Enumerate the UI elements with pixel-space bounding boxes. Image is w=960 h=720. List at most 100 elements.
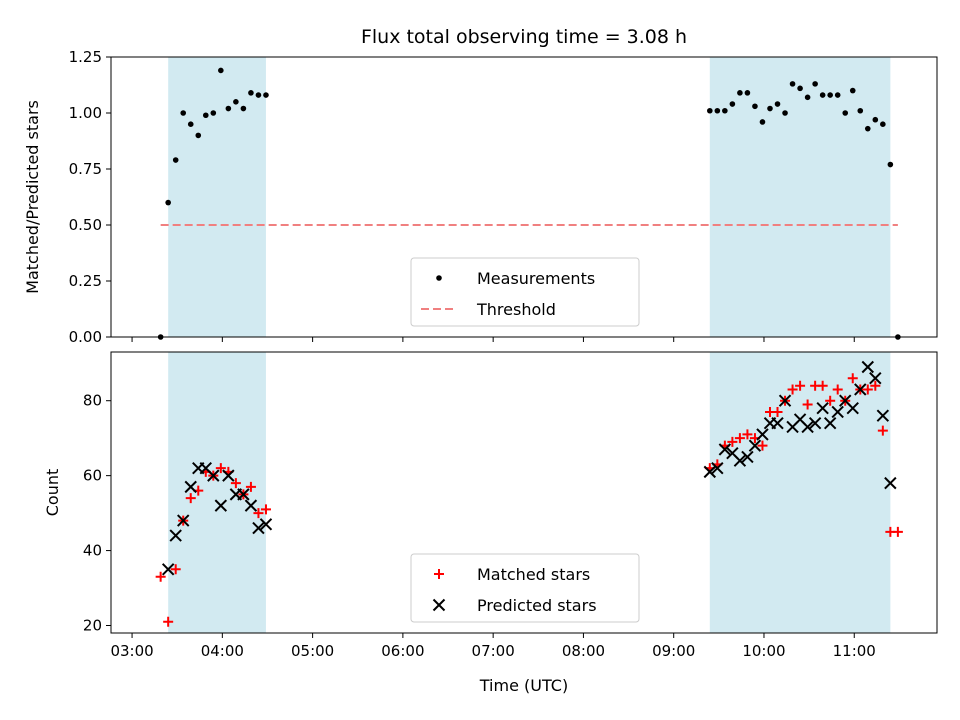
predicted-star-point [244,499,258,512]
y-tick-label: 80 [83,392,102,410]
predicted-star-point [861,360,874,374]
y-tick-label: 0.75 [69,160,102,178]
measurement-point [849,87,856,94]
measurement-point [233,99,239,105]
predicted-star-point [876,409,890,422]
predicted-star-point [831,405,844,419]
y-axis-label: Count [43,469,62,517]
matched-star-point [825,395,836,406]
measurement-point [225,105,232,112]
matched-star-point [817,380,828,391]
plot-frame [110,351,938,634]
matched-star-point [757,440,768,451]
matched-star-point [832,384,843,395]
shaded-window [709,352,891,633]
observing-windows [168,352,891,633]
y-tick-label: 1.25 [69,48,102,66]
y-tick-label: 0.00 [69,328,102,346]
predicted-star-point [869,372,882,385]
measurement-point [804,94,811,101]
x-tick-label: 04:00 [201,642,244,660]
y-axis-label: Matched/Predicted stars [23,100,42,294]
predicted-star-point [259,518,273,531]
legend-dot-marker [436,275,442,281]
measurement-point [729,101,736,107]
predicted-star-point [771,416,784,430]
legend: Measurements Threshold [410,257,640,327]
plot-frame [110,56,938,338]
predicted-star-point [214,499,228,512]
predicted-star-point [222,469,235,482]
measurement-point [767,105,773,112]
predicted-star-point [884,476,897,490]
measurement-point [857,107,864,114]
matched-star-point [253,508,264,519]
x-tick-label: 06:00 [381,642,424,660]
predicted-star-point [801,420,814,434]
predicted-star-point [177,514,190,527]
matched-star-point [230,478,241,489]
y-tick-label: 0.25 [69,272,102,290]
y-axis: 20 40 60 80 [83,392,111,635]
legend-label: Measurements [477,269,595,288]
measurement-point [165,199,171,206]
measurement-point [737,90,743,96]
legend: Matched stars Predicted stars [410,553,640,623]
measurement-point [218,67,224,74]
measurement-point [819,92,826,98]
measurement-point [744,90,751,96]
predicted-star-point [161,563,175,576]
y-tick-label: 40 [83,542,102,560]
matched-star-point [245,481,256,492]
matched-star-point [185,493,196,504]
measurement-point [187,121,194,127]
x-tick-label: 03:00 [110,642,153,660]
predicted-star-point [748,439,762,452]
predicted-star-point [741,450,754,464]
legend-box [410,553,640,623]
measurement-point [842,110,849,116]
predicted-star-point [756,428,769,441]
measurement-point [714,107,721,114]
shaded-window [168,57,266,337]
legend-label: Predicted stars [477,596,597,615]
legend-label: Matched stars [477,565,590,584]
x-tick-label: 05:00 [291,642,334,660]
y-tick-label: 20 [83,617,102,635]
matched-star-point [260,504,271,515]
x-tick-label: 07:00 [472,642,515,660]
ratio-panel: 0.00 0.25 0.50 0.75 1.00 1.25 Matched/Predict… [23,48,938,346]
predicted-star-point [823,416,837,430]
observing-windows [168,57,891,337]
matched-star-point [802,399,813,410]
measurement-point [263,92,269,98]
matched-star-point [734,433,745,444]
measurement-point [887,161,894,168]
legend-plus-marker [434,569,444,579]
data-marks [157,67,901,340]
x-tick-label: 08:00 [562,642,605,660]
predicted-star-point [808,416,822,430]
x-tick-label: 09:00 [652,642,695,660]
matched-star-point [847,373,858,384]
legend-label: Threshold [476,300,556,319]
measurement-point [255,92,262,98]
shaded-window [168,352,266,633]
measurement-point [880,121,886,127]
matched-star-point [215,463,226,474]
matched-star-point [155,571,166,582]
matched-star-point [795,380,806,391]
x-tick-label: 10:00 [742,642,785,660]
measurement-point [827,92,833,98]
matched-star-point [862,384,873,395]
y-tick-label: 1.00 [69,104,102,122]
matched-star-point [727,436,738,447]
chart-title: Flux total observing time = 3.08 h [361,26,687,48]
measurement-point [240,105,247,112]
matched-star-point [170,564,181,575]
measurement-point [759,119,766,125]
measurement-point [752,103,758,110]
measurement-point [774,101,781,107]
